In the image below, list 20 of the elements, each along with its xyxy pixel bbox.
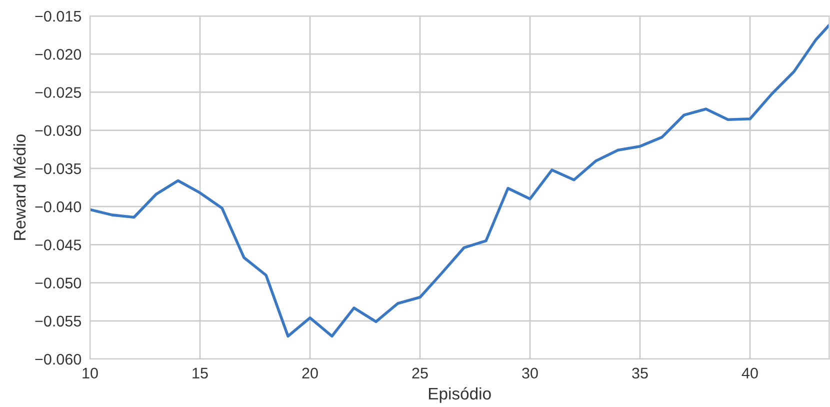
x-axis-title: Episódio: [428, 387, 491, 403]
x-tick-label: 25: [412, 368, 428, 379]
y-tick-label: −0.035: [35, 163, 82, 174]
y-tick-label: −0.020: [35, 48, 82, 60]
x-tick-label: 15: [192, 368, 208, 379]
y-tick-label: −0.045: [35, 240, 82, 250]
y-axis-title: Reward Médio: [13, 134, 26, 240]
y-tick-label: −0.025: [35, 87, 82, 98]
y-tick-label: −0.055: [35, 316, 82, 327]
y-tick-label: −0.015: [35, 10, 82, 22]
line-series: [90, 24, 830, 338]
y-tick-label: −0.050: [35, 278, 82, 288]
y-tick-label: −0.030: [35, 125, 82, 136]
x-tick-label: 30: [522, 368, 538, 379]
y-tick-label: −0.060: [35, 354, 82, 365]
x-tick-label: 35: [632, 368, 648, 379]
x-tick-label: 10: [82, 368, 98, 379]
x-tick-label: 20: [302, 368, 318, 379]
y-tick-label: −0.040: [35, 201, 82, 212]
x-tick-label: 40: [742, 368, 758, 379]
